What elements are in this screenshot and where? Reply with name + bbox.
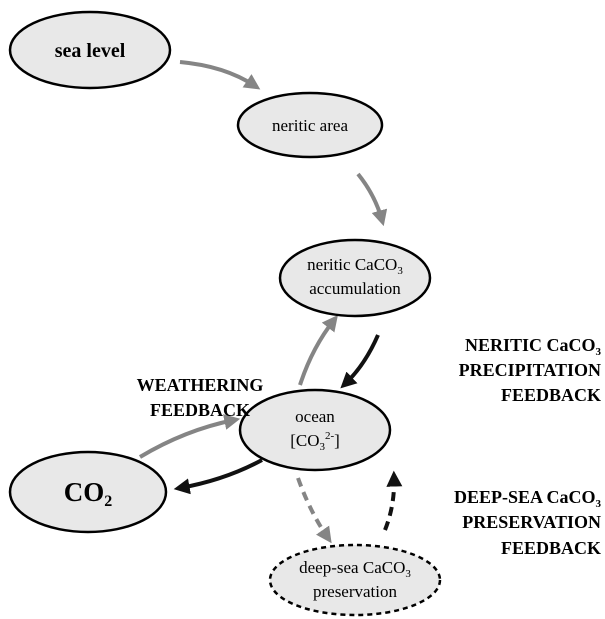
arrow [340, 334, 380, 389]
text: deep-sea CaCO [299, 558, 405, 577]
arrow [173, 458, 263, 495]
superscript: 2- [325, 430, 335, 442]
subscript: 3 [405, 568, 411, 580]
node-label: neritic area [272, 116, 348, 135]
feedback-label: PRECIPITATION [459, 360, 601, 380]
node-label: deep-sea CaCO3 [299, 558, 411, 580]
feedback-label: WEATHERING [137, 375, 264, 395]
text: neritic CaCO [307, 255, 397, 274]
text: DEEP-SEA CaCO [454, 487, 596, 507]
feedback-label: PRESERVATION [462, 512, 601, 532]
subscript: 3 [596, 498, 602, 510]
node [278, 238, 432, 318]
node-label: [CO32-] [290, 430, 340, 453]
node [236, 91, 384, 159]
feedback-label: DEEP-SEA CaCO3 [454, 487, 602, 510]
arrow [179, 60, 261, 90]
feedback-label: FEEDBACK [501, 538, 601, 558]
text: NERITIC CaCO [465, 335, 596, 355]
node [238, 388, 392, 472]
text: [CO [290, 431, 319, 450]
arrow [356, 172, 388, 227]
arrow [383, 470, 403, 531]
node-label: accumulation [309, 279, 401, 298]
node-label: sea level [55, 40, 126, 62]
subscript: 3 [596, 346, 602, 358]
text: ] [334, 431, 340, 450]
node [268, 543, 442, 617]
text: CO [64, 477, 105, 507]
node-label: CO2 [64, 477, 113, 510]
subscript: 2 [104, 493, 112, 510]
node-label: ocean [295, 407, 335, 426]
node-label: neritic CaCO3 [307, 255, 403, 277]
node-label: preservation [313, 582, 398, 601]
feedback-label: FEEDBACK [501, 385, 601, 405]
arrow [298, 314, 338, 386]
feedback-label: FEEDBACK [150, 400, 250, 420]
arrow [138, 414, 241, 459]
subscript: 3 [319, 441, 325, 453]
feedback-label: NERITIC CaCO3 [465, 335, 602, 358]
node [8, 10, 172, 90]
subscript: 3 [397, 265, 403, 277]
node [8, 450, 168, 534]
arrow [296, 477, 332, 544]
